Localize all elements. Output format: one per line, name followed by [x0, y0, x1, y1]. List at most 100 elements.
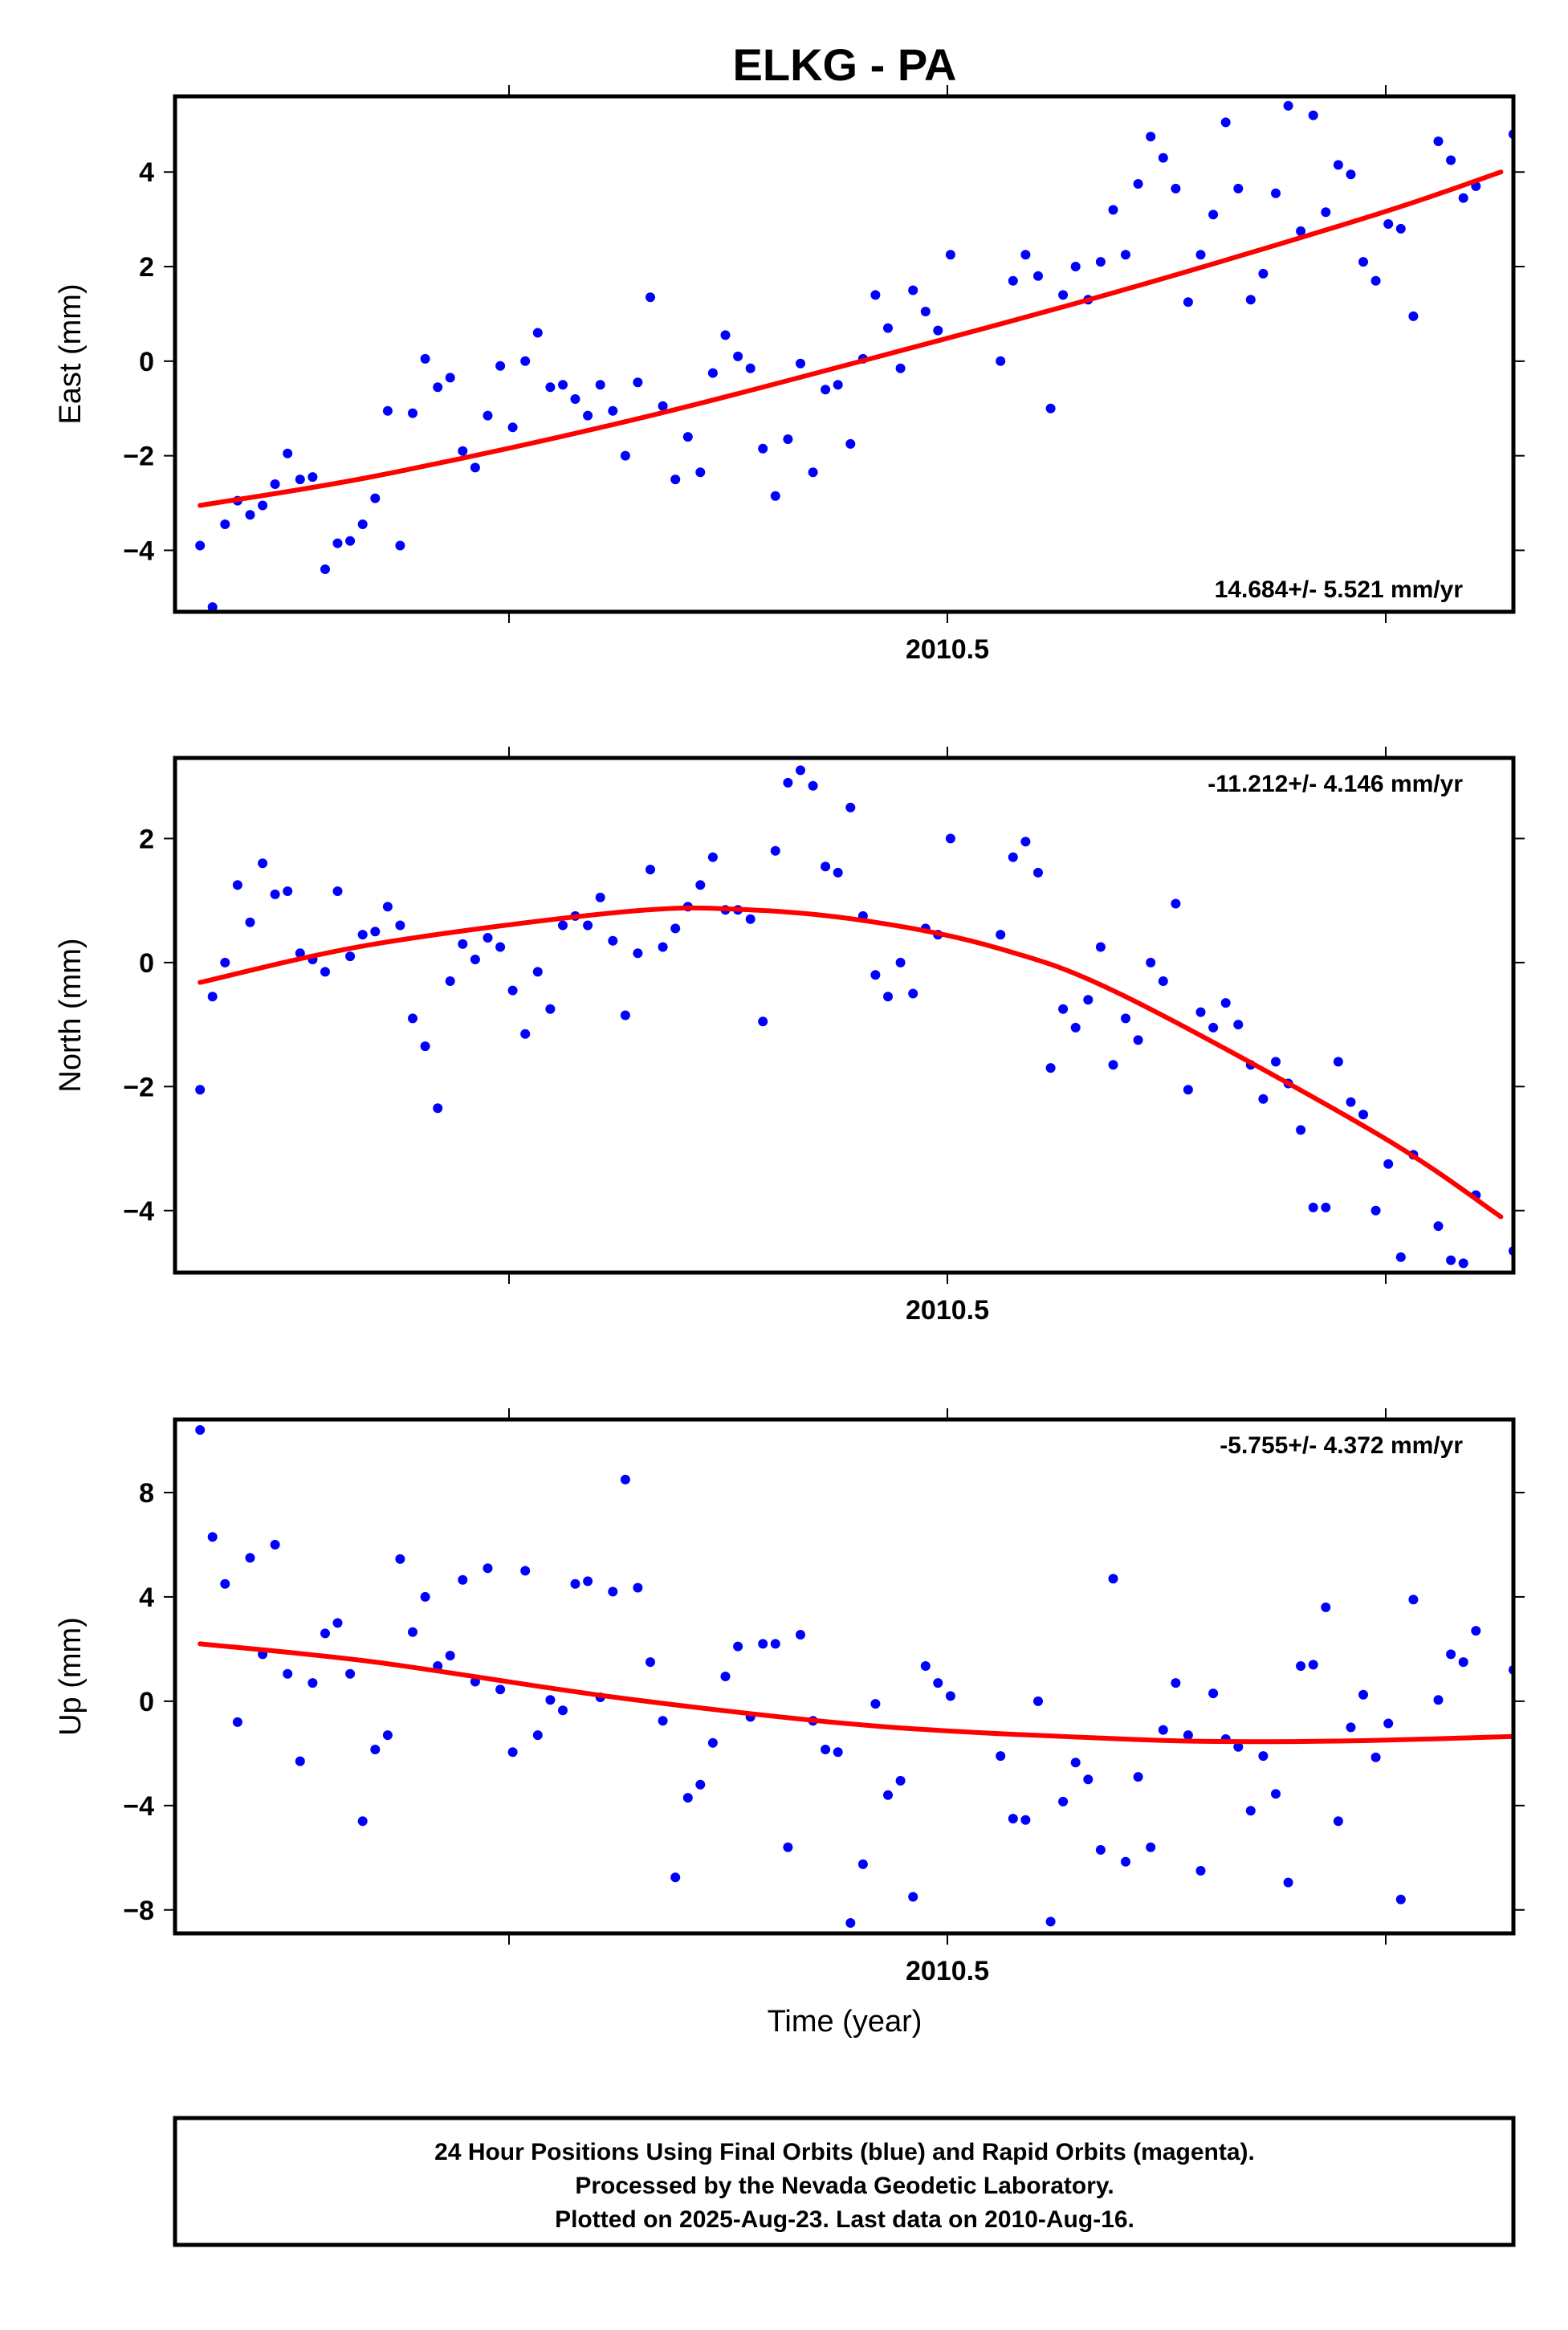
east-data-point [808, 467, 818, 478]
east-data-point [707, 368, 718, 378]
up-data-point [1283, 1877, 1293, 1888]
up-data-point [495, 1684, 506, 1695]
up-data-point [1008, 1814, 1018, 1824]
east-ytick-label: 2 [139, 252, 154, 283]
up-ytick-label: −8 [123, 1896, 154, 1926]
up-data-point [670, 1872, 681, 1883]
east-data-point [633, 377, 643, 388]
east-ytick-label: −2 [123, 442, 154, 472]
up-data-point [895, 1775, 906, 1786]
up-data-point [558, 1705, 568, 1716]
north-data-point [595, 892, 605, 902]
north-data-point [1020, 837, 1031, 847]
north-data-point [345, 951, 356, 962]
up-data-point [933, 1678, 943, 1688]
up-y-axis-label: Up (mm) [54, 1617, 88, 1736]
east-data-point [307, 472, 318, 483]
north-data-point [545, 1004, 556, 1014]
up-data-point [1346, 1722, 1356, 1733]
east-data-point [1346, 169, 1356, 180]
up-data-point [870, 1699, 881, 1709]
north-data-point [370, 927, 381, 937]
east-data-point [1370, 275, 1381, 286]
east-data-point [532, 328, 543, 338]
east-data-point [1171, 183, 1181, 193]
north-data-point [1058, 1004, 1069, 1014]
up-data-point [682, 1793, 693, 1803]
up-data-point [520, 1566, 531, 1576]
up-data-point [1070, 1758, 1081, 1768]
up-data-point [1158, 1725, 1168, 1735]
east-data-point [646, 292, 655, 303]
up-data-point [195, 1425, 206, 1435]
footer-line-1: 24 Hour Positions Using Final Orbits (bl… [434, 2139, 1255, 2165]
east-data-point [195, 540, 206, 551]
east-data-point [495, 360, 506, 371]
east-data-point [1070, 262, 1081, 271]
east-data-point [783, 434, 793, 444]
north-data-point [1220, 998, 1231, 1008]
north-data-point [583, 920, 593, 931]
east-data-point [345, 536, 356, 546]
east-data-point [1383, 219, 1394, 229]
up-data-point [283, 1668, 293, 1679]
north-fit-curve [198, 905, 1504, 1220]
up-data-point [483, 1563, 493, 1574]
up-ytick-label: 8 [139, 1478, 154, 1509]
north-data-point [1346, 1097, 1356, 1107]
up-data-point [1258, 1751, 1269, 1762]
north-data-point [633, 948, 643, 959]
up-data-point [395, 1554, 405, 1564]
up-data-point [270, 1539, 280, 1550]
up-data-point [458, 1574, 468, 1585]
up-points [195, 1425, 1513, 1928]
up-data-point [1133, 1772, 1143, 1782]
east-data-point [608, 405, 618, 416]
east-data-point [507, 422, 518, 433]
east-data-point [620, 450, 630, 461]
east-data-point [1033, 271, 1043, 281]
up-data-point [232, 1717, 242, 1727]
up-xtick-label: 2010.5 [906, 1956, 989, 1986]
up-data-point [1171, 1678, 1181, 1688]
up-data-point [1271, 1789, 1281, 1799]
north-data-point [1258, 1094, 1269, 1104]
up-data-point [620, 1474, 630, 1485]
north-data-point [295, 948, 305, 959]
north-data-point [895, 957, 906, 967]
up-data-point [345, 1668, 356, 1679]
up-data-point [220, 1578, 230, 1589]
up-data-point [908, 1892, 918, 1902]
up-data-point [1333, 1816, 1343, 1827]
north-data-point [1358, 1110, 1368, 1120]
north-data-point [646, 865, 655, 874]
north-data-point [1108, 1060, 1118, 1070]
east-data-point [933, 325, 943, 336]
up-panel: −8 −4 0 4 8 2010.5 Up (mm) -5.755+/- 4.372 mm/y… [54, 1408, 1525, 1986]
north-data-point [770, 845, 780, 856]
east-panel: −4 −2 0 2 4 2010.5 East (mm) 14.684+/- 5.521 mm… [54, 85, 1525, 665]
north-data-point [620, 1010, 630, 1020]
east-data-point [420, 353, 430, 364]
north-data-point [695, 880, 706, 890]
up-data-point [1383, 1718, 1394, 1729]
north-data-point [1171, 898, 1181, 909]
up-data-point [658, 1716, 668, 1726]
north-data-point [1070, 1022, 1081, 1033]
up-data-point [608, 1587, 618, 1597]
footer-line-2: Processed by the Nevada Geodetic Laborat… [575, 2173, 1114, 2199]
north-data-point [1395, 1252, 1406, 1262]
north-data-point [1133, 1035, 1143, 1045]
north-data-point [1158, 976, 1168, 986]
east-data-point [483, 410, 493, 421]
north-data-point [833, 867, 843, 878]
up-data-point [532, 1730, 543, 1741]
north-data-point [996, 930, 1006, 940]
east-data-point [520, 356, 531, 366]
north-data-point [707, 852, 718, 862]
up-data-point [720, 1672, 731, 1681]
north-data-point [495, 942, 506, 952]
north-data-point [1233, 1020, 1244, 1030]
north-data-point [320, 967, 330, 977]
